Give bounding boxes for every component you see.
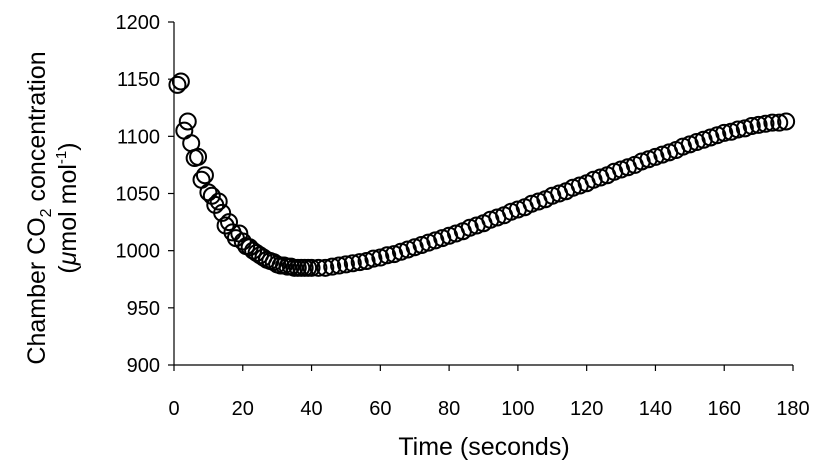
y-axis-title-subscript: 2 <box>38 208 55 217</box>
data-point <box>364 249 383 268</box>
x-tick-label: 40 <box>300 398 322 420</box>
y-tick-label: 1050 <box>116 184 161 206</box>
y-axis-title-part: mol mol <box>54 164 82 252</box>
x-tick-label: 180 <box>776 398 809 420</box>
data-point <box>216 216 235 235</box>
y-tick-label: 1100 <box>117 126 160 148</box>
data-point <box>343 254 362 273</box>
data-point <box>220 213 239 232</box>
data-point <box>777 112 796 131</box>
x-tick-label: 60 <box>369 398 391 420</box>
x-tick-label: 20 <box>232 398 254 420</box>
x-tick-label: 100 <box>501 398 534 420</box>
x-tick-label: 120 <box>570 398 603 420</box>
data-point <box>378 246 397 265</box>
data-point <box>213 203 232 222</box>
data-point <box>728 120 747 139</box>
y-tick-label: 1200 <box>116 12 161 34</box>
y-tick-label: 900 <box>127 355 160 377</box>
data-point <box>350 253 369 272</box>
svg-text:Chamber CO2 concentration: Chamber CO2 concentration <box>23 51 55 364</box>
data-point <box>742 117 761 136</box>
y-axis-title-part: ) <box>54 142 82 150</box>
y-tick-label: 1150 <box>117 69 160 91</box>
x-tick-label: 0 <box>168 398 179 420</box>
data-points <box>168 72 796 277</box>
data-point <box>316 258 335 277</box>
y-axis-title-superscript: -1 <box>53 151 70 164</box>
data-point <box>763 113 782 132</box>
data-point <box>302 258 321 277</box>
x-axis-title: Time (seconds) <box>398 433 569 461</box>
y-tick-label: 1000 <box>116 241 161 263</box>
data-point <box>195 166 214 185</box>
x-tick-label: 140 <box>639 398 672 420</box>
data-point <box>168 75 187 94</box>
data-point <box>189 147 208 166</box>
data-point <box>770 113 789 132</box>
axis-ticks: 0 20 40 60 80 100 120 140 160 180 900 950 1000 1050 11… <box>116 12 810 420</box>
y-axis-title: Chamber CO2 concentration (μmol mol-1) <box>23 51 82 364</box>
y-axis-title-part: concentration <box>23 51 51 208</box>
y-axis-title-mu: μ <box>54 251 82 266</box>
data-point <box>336 255 355 274</box>
y-axis-title-part: Chamber CO <box>23 217 51 364</box>
svg-text:(μmol mol-1): (μmol mol-1) <box>53 142 82 273</box>
data-point <box>323 257 342 276</box>
x-tick-label: 160 <box>708 398 741 420</box>
data-point <box>330 256 349 275</box>
data-point <box>715 123 734 142</box>
x-tick-label: 80 <box>438 398 460 420</box>
data-point <box>756 114 775 133</box>
data-point <box>178 112 197 131</box>
data-point <box>309 258 328 277</box>
data-point <box>209 192 228 211</box>
data-point <box>171 72 190 91</box>
plot-area <box>173 22 793 366</box>
data-point <box>749 115 768 134</box>
y-axis-title-part: ( <box>54 265 82 274</box>
y-tick-label: 950 <box>127 298 160 320</box>
